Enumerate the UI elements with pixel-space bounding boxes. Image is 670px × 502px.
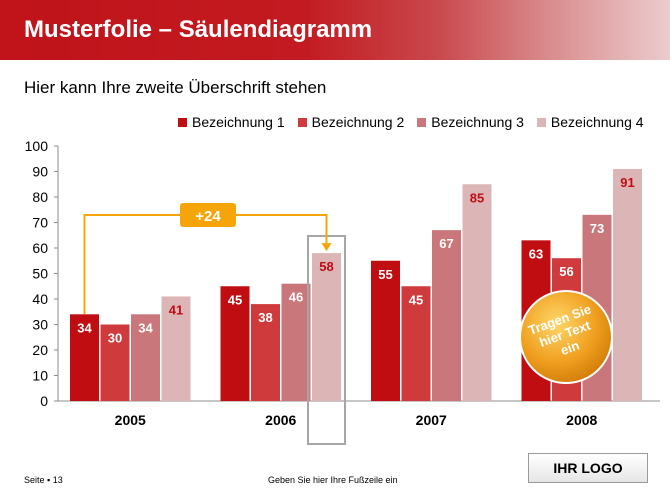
bar-value-label: 73 [590,221,604,236]
legend-item-2: Bezeichnung 2 [297,114,405,130]
bar-value-label: 91 [620,175,634,190]
legend-item-1: Bezeichnung 1 [178,114,285,130]
legend-swatch-3 [417,117,427,127]
bar-value-label: 34 [138,320,153,335]
legend-label-3: Bezeichnung 3 [431,114,524,130]
y-tick-label: 10 [32,368,48,384]
x-category-label: 2005 [115,412,146,428]
bar [161,296,191,401]
bar [131,314,160,401]
footer-text: Geben Sie hier Ihre Fußzeile ein [268,475,398,485]
bar-value-label: 85 [470,190,484,205]
bar [251,304,280,401]
callout-label: +24 [195,208,221,225]
legend-swatch-1 [178,117,187,127]
bar [100,324,130,401]
bar-value-label: 55 [378,267,392,282]
bar [371,260,400,401]
bar-value-label: 34 [77,320,92,335]
y-tick-label: 70 [32,215,48,231]
callout-arrowhead [321,243,332,252]
y-tick-label: 100 [25,138,49,154]
bar [432,230,461,401]
bar-value-label: 30 [108,331,122,346]
logo-box: IHR LOGO [528,453,648,483]
legend-label-1: Bezeichnung 1 [192,114,285,130]
bar-value-label: 67 [439,236,453,251]
legend-swatch-2 [297,117,307,127]
legend-item-3: Bezeichnung 3 [417,114,524,130]
y-tick-label: 50 [32,266,48,282]
x-category-label: 2007 [416,412,447,428]
bar-value-label: 63 [529,246,543,261]
x-category-label: 2006 [265,412,296,428]
y-tick-label: 0 [40,393,48,409]
bar-value-label: 38 [258,310,272,325]
slide-title: Musterfolie – Säulendiagramm [24,16,373,43]
x-category-label: 2008 [566,412,597,428]
bar [613,168,642,401]
bar-value-label: 58 [319,259,333,274]
bar [281,283,311,401]
legend-item-4: Bezeichnung 4 [536,114,644,130]
title-bar: Musterfolie – Säulendiagramm [0,0,670,60]
text-badge-line: ein [559,338,582,359]
page-number: Seite ▪ 13 [24,475,63,485]
chart-legend: Bezeichnung 1 Bezeichnung 2 Bezeichnung … [178,114,657,130]
y-tick-label: 80 [32,189,48,205]
bar-value-label: 46 [289,290,303,305]
bar-value-label: 45 [409,292,423,307]
callout-badge [180,203,236,227]
y-tick-label: 20 [32,342,48,358]
bar [312,253,341,401]
legend-label-2: Bezeichnung 2 [311,114,405,130]
y-tick-label: 40 [32,291,48,307]
legend-swatch-4 [536,117,546,127]
y-tick-label: 30 [32,317,48,333]
bar [401,286,431,401]
y-tick-label: 60 [32,240,48,256]
bar-value-label: 41 [169,302,183,317]
bar [220,286,250,401]
bar [462,184,492,401]
bar-value-label: 45 [228,292,242,307]
bar [70,314,99,401]
slide-subtitle: Hier kann Ihre zweite Überschrift stehen [24,78,327,97]
bar-value-label: 56 [559,264,573,279]
y-tick-label: 90 [32,164,48,180]
legend-label-4: Bezeichnung 4 [550,114,644,130]
text-badge [519,290,613,384]
